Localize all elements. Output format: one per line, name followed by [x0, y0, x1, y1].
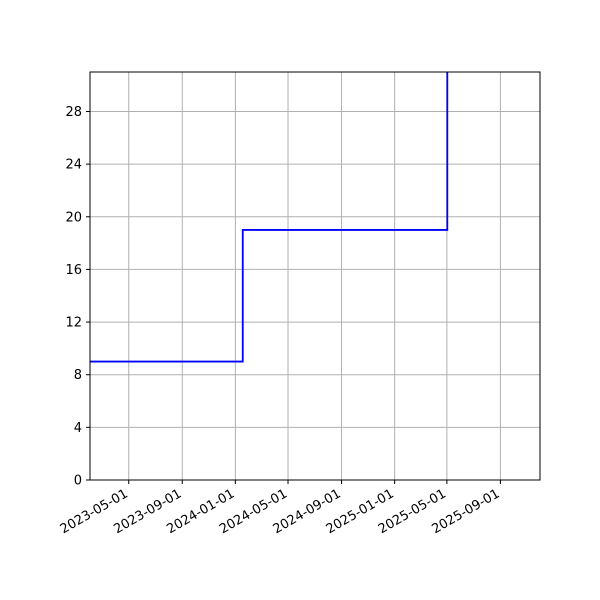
y-tick-label: 12	[65, 316, 82, 331]
y-tick-label: 8	[74, 368, 82, 383]
y-tick-label: 0	[74, 474, 82, 489]
y-tick-label: 4	[74, 421, 82, 436]
y-axis: 0 4 8 12 16 20 24 28	[65, 105, 90, 489]
plot-frame	[89, 71, 541, 481]
grid	[90, 72, 540, 481]
plot-background	[90, 72, 540, 480]
y-tick-label: 28	[65, 105, 82, 120]
series-line	[90, 72, 449, 363]
y-tick-label: 24	[65, 158, 82, 173]
x-axis: 2023-05-012023-09-012024-01-012024-05-01…	[58, 480, 502, 537]
series-layer	[90, 72, 449, 363]
y-tick-label: 16	[65, 263, 82, 278]
y-tick-label: 20	[65, 210, 82, 225]
